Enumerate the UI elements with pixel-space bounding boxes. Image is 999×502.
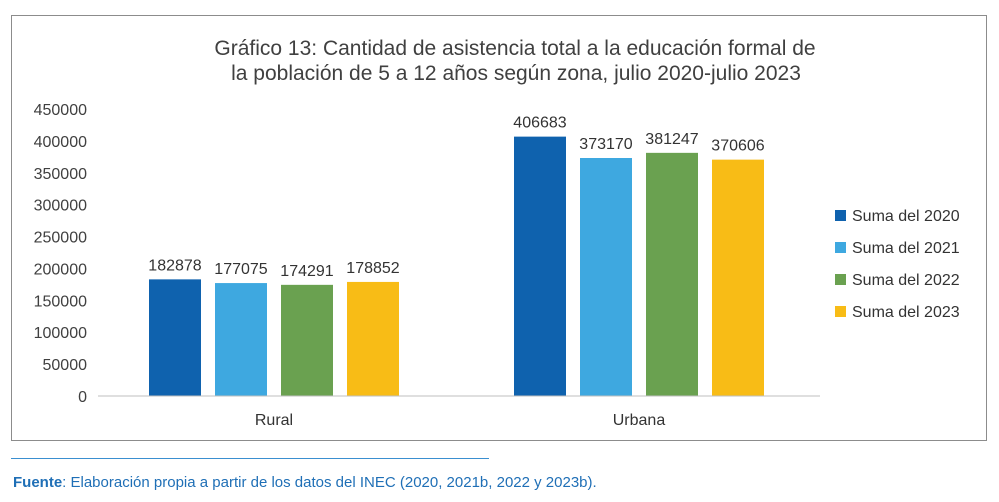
- legend-label: Suma del 2021: [852, 240, 960, 257]
- data-label: 381247: [645, 131, 698, 148]
- source-text: : Elaboración propia a partir de los dat…: [62, 474, 597, 491]
- legend-label: Suma del 2023: [852, 304, 960, 321]
- y-tick-label: 0: [78, 389, 87, 406]
- y-tick-label: 250000: [34, 230, 87, 247]
- bar-urbana-2021: [580, 158, 632, 396]
- chart-frame: Gráfico 13: Cantidad de asistencia total…: [11, 15, 987, 441]
- x-category-label: Rural: [255, 412, 293, 429]
- x-axis: Rural Urbana: [98, 395, 820, 429]
- bar-urbana-2023: [712, 159, 764, 396]
- data-label: 373170: [579, 136, 632, 153]
- bar-rural-2020: [149, 279, 201, 396]
- legend-label: Suma del 2022: [852, 272, 960, 289]
- bar-rural-2022: [281, 284, 333, 396]
- y-axis: 0 50000 100000 150000 200000 250000 300000 3500…: [34, 102, 87, 406]
- y-tick-label: 150000: [34, 293, 87, 310]
- bar-chart: Gráfico 13: Cantidad de asistencia total…: [34, 37, 960, 429]
- y-tick-label: 300000: [34, 198, 87, 215]
- bars: 182878 177075 174291 178852 406683 373170 3812…: [148, 115, 765, 396]
- data-label: 406683: [513, 115, 566, 132]
- chart-title-line-2: la población de 5 a 12 años según zona, …: [231, 62, 801, 85]
- legend: Suma del 2020 Suma del 2021 Suma del 2022 S…: [835, 208, 960, 321]
- data-label: 174291: [280, 263, 333, 280]
- data-label: 370606: [711, 138, 764, 155]
- bar-rural-2023: [347, 281, 399, 396]
- legend-swatch: [835, 306, 846, 317]
- y-tick-label: 450000: [34, 102, 87, 119]
- legend-swatch: [835, 242, 846, 253]
- legend-swatch: [835, 274, 846, 285]
- data-label: 182878: [148, 257, 201, 274]
- legend-swatch: [835, 210, 846, 221]
- data-label: 177075: [214, 261, 267, 278]
- y-tick-label: 350000: [34, 166, 87, 183]
- x-category-label: Urbana: [613, 412, 666, 429]
- y-tick-label: 200000: [34, 261, 87, 278]
- y-tick-label: 50000: [43, 357, 88, 374]
- source-divider: [11, 458, 489, 459]
- bar-rural-2021: [215, 283, 267, 396]
- y-tick-label: 400000: [34, 134, 87, 151]
- legend-label: Suma del 2020: [852, 208, 960, 225]
- y-tick-label: 100000: [34, 325, 87, 342]
- bar-urbana-2022: [646, 152, 698, 396]
- source-label: Fuente: [13, 474, 63, 491]
- chart-title-line-1: Gráfico 13: Cantidad de asistencia total…: [214, 37, 815, 60]
- bar-urbana-2020: [514, 136, 566, 396]
- data-label: 178852: [346, 260, 399, 277]
- source-note: Fuente: Elaboración propia a partir de l…: [13, 474, 597, 491]
